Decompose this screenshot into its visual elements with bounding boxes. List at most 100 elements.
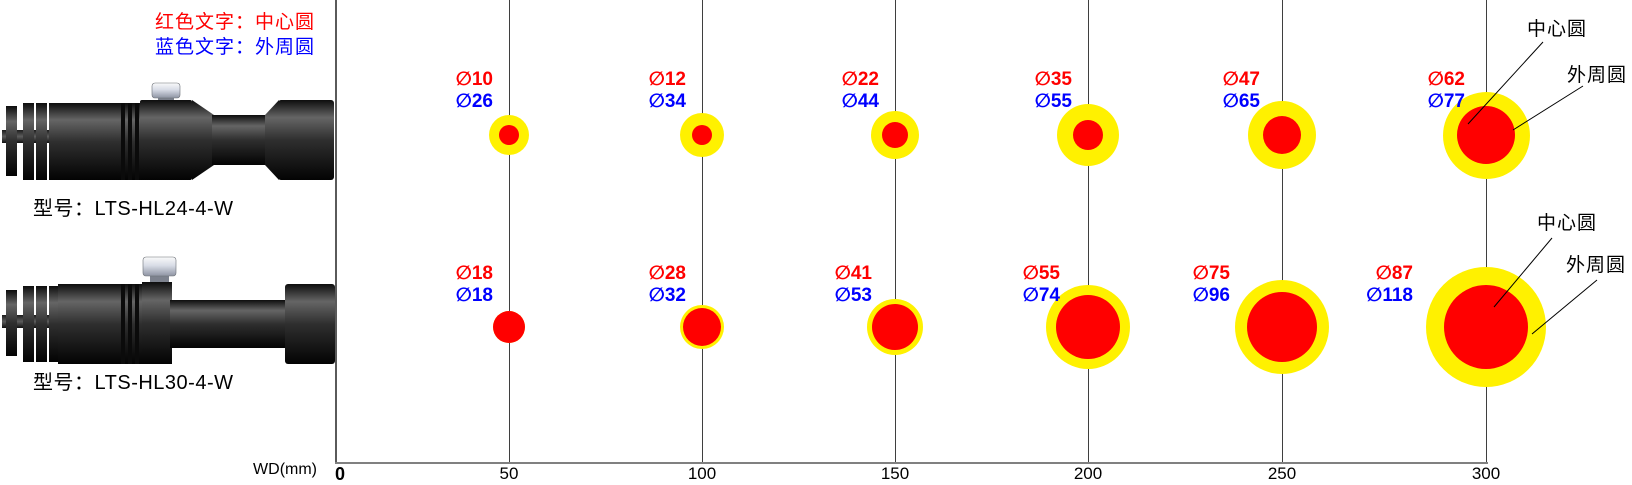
diameter-labels-LTS-HL30-4-W-wd50: ∅18 ∅18: [363, 263, 493, 307]
gridline-wd-200: [1088, 0, 1089, 462]
thumbscrew-knob: [151, 82, 181, 99]
center-circle-LTS-HL24-4-W-wd250: [1263, 116, 1301, 154]
center-circle-LTS-HL24-4-W-wd150: [882, 122, 908, 148]
outer-diameter-value: ∅26: [455, 91, 493, 112]
heatsink-fin: [23, 286, 34, 362]
center-circle-LTS-HL24-4-W-wd100: [692, 125, 712, 145]
center-circle-LTS-HL30-4-W-wd250: [1247, 292, 1317, 362]
x-tick-label-50: 50: [499, 464, 519, 483]
end-cap: [278, 100, 334, 180]
x-axis-title: WD(mm): [253, 461, 317, 478]
outer-diameter-value: ∅74: [1022, 285, 1060, 306]
heatsink-fin: [49, 103, 60, 180]
product-photo-hl30: [2, 256, 335, 364]
center-circle-LTS-HL30-4-W-wd100: [683, 308, 721, 346]
center-diameter-value: ∅41: [834, 263, 872, 284]
taper-neck: [192, 100, 214, 180]
center-diameter-value: ∅87: [1375, 263, 1413, 284]
heatsink-fin: [36, 286, 47, 362]
gridline-wd-300: [1486, 0, 1487, 462]
outer-diameter-value: ∅53: [834, 285, 872, 306]
nose-cylinder: [170, 300, 288, 348]
diameter-labels-LTS-HL24-4-W-wd150: ∅22 ∅44: [749, 69, 879, 113]
gridline-wd-150: [895, 0, 896, 462]
gridline-wd-250: [1282, 0, 1283, 462]
center-diameter-value: ∅18: [455, 263, 493, 284]
lamp-barrel: [58, 103, 122, 180]
heatsink-fin: [6, 106, 17, 176]
center-diameter-value: ∅75: [1192, 263, 1230, 284]
center-circle-LTS-HL30-4-W-wd200: [1056, 295, 1120, 359]
heatsink-fin: [6, 290, 17, 356]
ring: [128, 284, 132, 364]
legend-center-circle: 红色文字：中心圆: [155, 12, 316, 33]
ring: [121, 284, 125, 364]
y-axis-line: [335, 0, 337, 462]
center-diameter-value: ∅62: [1427, 69, 1465, 90]
callout-label-3: 外周圆: [1566, 255, 1627, 276]
outer-diameter-value: ∅18: [455, 285, 493, 306]
x-axis-line: [335, 462, 1488, 464]
diameter-labels-LTS-HL24-4-W-wd250: ∅47 ∅65: [1130, 69, 1260, 113]
ring: [128, 103, 132, 180]
callout-label-0: 中心圆: [1527, 19, 1588, 40]
ring: [135, 284, 139, 364]
knob-neck: [150, 275, 169, 285]
diameter-labels-LTS-HL30-4-W-wd200: ∅55 ∅74: [930, 263, 1060, 307]
model-label-hl30: 型号：LTS-HL30-4-W: [33, 372, 234, 394]
legend-outer-circle: 蓝色文字：外周圆: [155, 37, 316, 58]
center-circle-LTS-HL24-4-W-wd300: [1457, 106, 1515, 164]
diameter-labels-LTS-HL30-4-W-wd100: ∅28 ∅32: [556, 263, 686, 307]
x-tick-label-250: 250: [1267, 464, 1297, 483]
outer-diameter-value: ∅65: [1222, 91, 1260, 112]
x-tick-label-200: 200: [1073, 464, 1103, 483]
flare: [265, 100, 279, 180]
callout-label-1: 外周圆: [1567, 65, 1628, 86]
diameter-labels-LTS-HL24-4-W-wd300: ∅62 ∅77: [1335, 69, 1465, 113]
lamp-collar: [140, 100, 192, 180]
x-tick-label-150: 150: [880, 464, 910, 483]
center-circle-LTS-HL30-4-W-wd50: [493, 311, 525, 343]
center-circle-LTS-HL24-4-W-wd200: [1073, 120, 1103, 150]
diameter-labels-LTS-HL30-4-W-wd250: ∅75 ∅96: [1100, 263, 1230, 307]
model-label-hl24: 型号：LTS-HL24-4-W: [33, 198, 234, 220]
heatsink-fin: [49, 286, 60, 362]
outer-diameter-value: ∅77: [1427, 91, 1465, 112]
center-diameter-value: ∅12: [648, 69, 686, 90]
gridline-wd-50: [509, 0, 510, 462]
outer-diameter-value: ∅96: [1192, 285, 1230, 306]
ring: [121, 103, 125, 180]
knob-neck: [158, 95, 174, 103]
center-diameter-value: ∅55: [1022, 263, 1060, 284]
callout-label-2: 中心圆: [1537, 213, 1598, 234]
heatsink-fin: [36, 103, 47, 180]
diameter-labels-LTS-HL24-4-W-wd50: ∅10 ∅26: [363, 69, 493, 113]
lamp-barrel: [58, 284, 124, 364]
narrow-barrel: [212, 115, 267, 165]
center-circle-LTS-HL30-4-W-wd300: [1444, 285, 1528, 369]
outer-diameter-value: ∅118: [1366, 285, 1413, 306]
diameter-labels-LTS-HL24-4-W-wd100: ∅12 ∅34: [556, 69, 686, 113]
end-cap: [285, 284, 335, 364]
center-diameter-value: ∅10: [455, 69, 493, 90]
center-diameter-value: ∅35: [1034, 69, 1072, 90]
lamp-collar: [142, 282, 172, 364]
outer-diameter-value: ∅32: [648, 285, 686, 306]
ring: [135, 103, 139, 180]
x-tick-label-100: 100: [687, 464, 717, 483]
diameter-labels-LTS-HL24-4-W-wd200: ∅35 ∅55: [942, 69, 1072, 113]
center-diameter-value: ∅22: [841, 69, 879, 90]
gridline-wd-100: [702, 0, 703, 462]
center-diameter-value: ∅47: [1222, 69, 1260, 90]
outer-diameter-value: ∅34: [648, 91, 686, 112]
heatsink-fin: [23, 103, 34, 180]
diameter-labels-LTS-HL30-4-W-wd300: ∅87 ∅118: [1283, 263, 1413, 307]
thumbscrew-knob: [142, 256, 177, 277]
outer-diameter-value: ∅55: [1034, 91, 1072, 112]
center-circle-LTS-HL30-4-W-wd150: [872, 304, 918, 350]
outer-diameter-value: ∅44: [841, 91, 879, 112]
center-circle-LTS-HL24-4-W-wd50: [499, 125, 519, 145]
x-tick-label-0: 0: [334, 464, 345, 484]
